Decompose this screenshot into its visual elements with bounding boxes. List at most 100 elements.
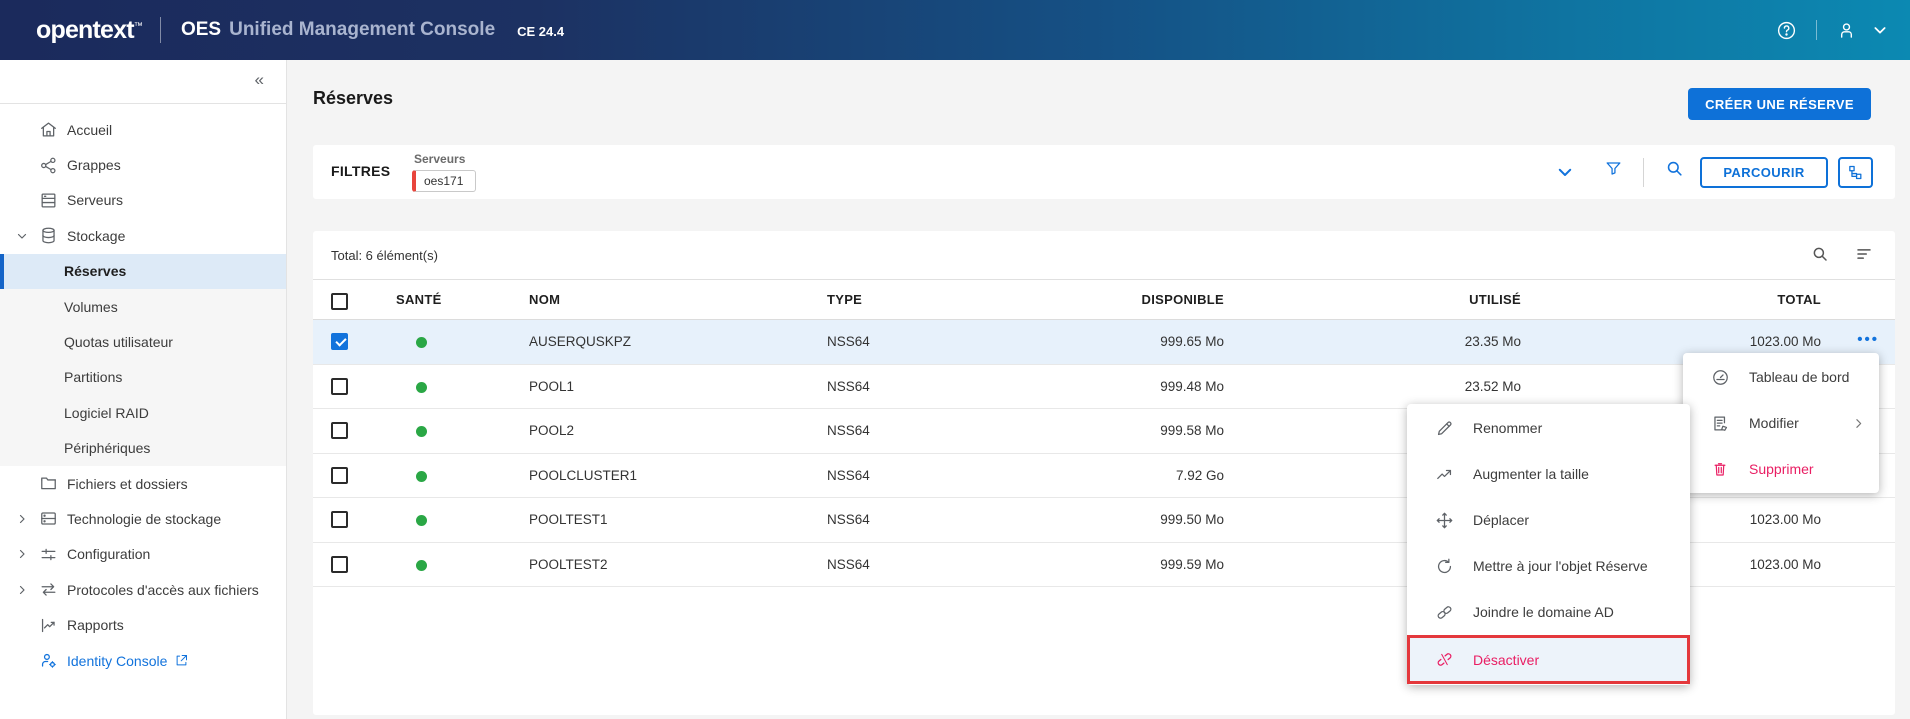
sidebar-item-label: Identity Console	[67, 652, 168, 669]
cell-total: 1023.00 Mo	[1749, 556, 1821, 572]
database-icon	[38, 226, 58, 246]
sidebar-item-technologie-de-stockage[interactable]: Technologie de stockage	[0, 501, 286, 536]
column-header-type[interactable]: TYPE	[827, 292, 863, 307]
cell-total: 1023.00 Mo	[1749, 334, 1821, 349]
sidebar-item-rapports[interactable]: Rapports	[0, 607, 286, 642]
table-row[interactable]: POOL2 NSS64 999.58 Mo	[313, 409, 1895, 454]
sidebar-item-logiciel-raid[interactable]: Logiciel RAID	[0, 395, 286, 430]
filters-divider	[1643, 158, 1644, 187]
storage-tech-icon	[38, 509, 58, 529]
menu-item-label: Augmenter la taille	[1473, 466, 1589, 482]
cell-name: POOLCLUSTER1	[529, 467, 638, 483]
opentext-logo: opentext™	[36, 15, 143, 44]
menu-item-deplacer[interactable]: Déplacer	[1407, 497, 1690, 543]
sidebar-item-volumes[interactable]: Volumes	[0, 289, 286, 324]
column-settings-icon[interactable]	[1855, 245, 1873, 263]
row-checkbox[interactable]	[331, 333, 348, 350]
sidebar-item-grappes[interactable]: Grappes	[0, 147, 286, 182]
sidebar-item-reserves[interactable]: Réserves	[0, 253, 286, 289]
sidebar-item-accueil[interactable]: Accueil	[0, 112, 286, 147]
sidebar-item-label: Configuration	[67, 546, 151, 563]
server-filter-chip[interactable]: oes171	[412, 170, 477, 192]
column-header-total[interactable]: TOTAL	[1777, 292, 1821, 307]
cell-total: 1023.00 Mo	[1749, 512, 1821, 527]
stockage-sub-items: Réserves Volumes Quotas utilisateur Part…	[0, 253, 286, 466]
app-subname: Unified Management Console	[229, 19, 496, 40]
sidebar-item-label: Volumes	[64, 298, 118, 315]
trademark-symbol: ™	[133, 20, 143, 31]
cell-available: 999.50 Mo	[1160, 512, 1224, 527]
menu-item-renommer[interactable]: Renommer	[1407, 405, 1690, 451]
filters-expand-chevron-icon[interactable]	[1556, 163, 1574, 181]
sliders-icon	[38, 544, 58, 564]
menu-item-label: Déplacer	[1473, 512, 1530, 528]
row-actions-menu-button[interactable]: •••	[1857, 331, 1879, 348]
sidebar-item-peripheriques[interactable]: Périphériques	[0, 431, 286, 466]
sidebar-item-quotas-utilisateur[interactable]: Quotas utilisateur	[0, 324, 286, 359]
table-row[interactable]: AUSERQUSKPZ NSS64 999.65 Mo 23.35 Mo 102…	[313, 320, 1895, 365]
browse-button[interactable]: PARCOURIR	[1700, 157, 1828, 188]
help-icon[interactable]	[1776, 20, 1797, 41]
menu-item-supprimer[interactable]: Supprimer	[1683, 446, 1879, 492]
user-account-icon[interactable]	[1836, 20, 1857, 41]
sidebar-item-stockage[interactable]: Stockage	[0, 218, 286, 253]
app-version: CE 24.4	[517, 24, 565, 39]
user-menu-chevron-down-icon[interactable]	[1872, 22, 1888, 38]
sidebar-item-identity-console[interactable]: Identity Console	[0, 643, 286, 678]
server-icon	[38, 190, 58, 210]
menu-item-modifier[interactable]: Modifier	[1683, 400, 1879, 446]
cell-name: POOL2	[529, 423, 575, 438]
column-header-utilise[interactable]: UTILISÉ	[1469, 292, 1521, 307]
cell-name: POOL1	[529, 378, 575, 394]
menu-item-label: Renommer	[1473, 420, 1543, 436]
column-header-sante[interactable]: SANTÉ	[396, 292, 442, 307]
table-search-icon[interactable]	[1811, 245, 1829, 263]
sidebar-item-label: Protocoles d'accès aux fichiers	[67, 581, 259, 598]
unlink-icon	[1434, 650, 1454, 670]
tree-view-button[interactable]	[1838, 157, 1873, 188]
sidebar-item-serveurs[interactable]: Serveurs	[0, 183, 286, 218]
row-checkbox[interactable]	[331, 466, 348, 484]
table-row[interactable]: POOLTEST1 NSS64 999.50 Mo 1023.00 Mo	[313, 498, 1895, 543]
row-checkbox[interactable]	[331, 377, 348, 395]
health-status-dot	[416, 559, 427, 571]
sidebar-item-fichiers-et-dossiers[interactable]: Fichiers et dossiers	[0, 466, 286, 501]
sidebar-item-protocoles-acces-fichiers[interactable]: Protocoles d'accès aux fichiers	[0, 572, 286, 607]
home-icon	[38, 120, 58, 140]
table-tools	[1811, 245, 1873, 263]
filters-bar: FILTRES Serveurs oes171 PARCOURIR	[313, 145, 1895, 199]
submenu-chevron-right-icon	[1852, 417, 1865, 430]
health-status-dot	[416, 426, 427, 437]
cell-name: AUSERQUSKPZ	[529, 334, 632, 349]
filters-label: FILTRES	[331, 163, 391, 179]
sidebar-collapse-row: «	[0, 60, 286, 104]
folder-icon	[38, 474, 58, 494]
select-all-checkbox[interactable]	[331, 293, 348, 310]
sidebar-item-partitions[interactable]: Partitions	[0, 360, 286, 395]
table-row[interactable]: POOLCLUSTER1 NSS64 7.92 Go	[313, 454, 1895, 498]
link-icon	[1434, 602, 1454, 622]
menu-item-mettre-a-jour-objet-reserve[interactable]: Mettre à jour l'objet Réserve	[1407, 543, 1690, 589]
row-checkbox[interactable]	[331, 422, 348, 439]
filters-search-icon[interactable]	[1665, 159, 1684, 178]
sidebar-item-configuration[interactable]: Configuration	[0, 537, 286, 572]
menu-item-augmenter-la-taille[interactable]: Augmenter la taille	[1407, 451, 1690, 497]
table-row[interactable]: POOLTEST2 NSS64 999.59 Mo 1023.00 Mo	[313, 543, 1895, 587]
move-icon	[1434, 510, 1454, 530]
menu-item-desactiver[interactable]: Désactiver	[1407, 635, 1690, 684]
menu-item-label: Mettre à jour l'objet Réserve	[1473, 558, 1648, 574]
sidebar-collapse-button[interactable]: «	[254, 70, 264, 89]
filter-funnel-icon[interactable]	[1604, 159, 1623, 178]
menu-item-tableau-de-bord[interactable]: Tableau de bord	[1683, 354, 1879, 400]
row-checkbox[interactable]	[331, 511, 348, 528]
menu-item-label: Supprimer	[1749, 461, 1814, 477]
create-pool-button[interactable]: CRÉER UNE RÉSERVE	[1688, 88, 1871, 120]
menu-item-joindre-le-domaine-ad[interactable]: Joindre le domaine AD	[1407, 589, 1690, 635]
health-status-dot	[416, 381, 427, 393]
row-checkbox[interactable]	[331, 555, 348, 573]
column-header-nom[interactable]: NOM	[529, 292, 561, 307]
health-status-dot	[416, 515, 427, 526]
column-header-disponible[interactable]: DISPONIBLE	[1141, 292, 1224, 307]
table-row[interactable]: POOL1 NSS64 999.48 Mo 23.52 Mo	[313, 365, 1895, 409]
sidebar-item-label: Logiciel RAID	[64, 404, 149, 421]
